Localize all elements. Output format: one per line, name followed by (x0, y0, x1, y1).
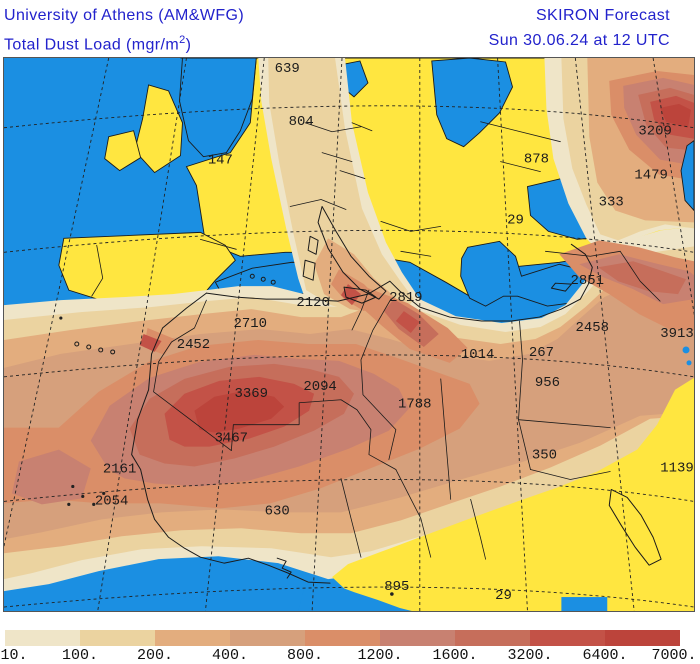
dust-band8-tunisia (395, 311, 420, 334)
north-sea (179, 58, 257, 158)
contour-label: 2819 (389, 290, 422, 306)
corsica-outline (307, 235, 319, 255)
contour-label: 2851 (571, 273, 604, 289)
contour-label: 878 (524, 152, 549, 168)
colorbar-tick: 6400. (582, 647, 628, 664)
dust-map-svg: 639 804 147 3209 878 1479 333 29 2851 2819 2120 271… (4, 58, 694, 611)
country-borders (91, 121, 661, 560)
persian-gulf-tip (682, 346, 690, 354)
colorbar-tick: 10. (0, 647, 28, 664)
sardinia-outline (302, 259, 316, 281)
contour-label: 2054 (95, 493, 128, 509)
madeira-island (59, 316, 63, 320)
dust-band8-morocco (139, 334, 162, 352)
bioko-island (390, 592, 394, 596)
map-labels: 639 804 147 3209 878 1479 333 29 2851 2819 2120 271… (95, 61, 694, 604)
dust-band9-caspian (660, 103, 692, 128)
graticule (4, 58, 694, 611)
header-right: SKIRON Forecast Sun 30.06.24 at 12 UTC (489, 3, 670, 53)
contour-label: 29 (507, 212, 524, 228)
colorbar-segment-2 (80, 630, 155, 646)
baltic-sea (431, 58, 514, 148)
sicily-outline (343, 286, 377, 304)
contour-label: 1139 (660, 461, 693, 477)
contour-label: 2452 (177, 337, 210, 353)
contour-label: 1014 (461, 347, 494, 363)
header: University of Athens (AM&WFG) Total Dust… (0, 0, 700, 57)
org-title: University of Athens (AM&WFG) (4, 7, 245, 24)
colorbar-segment-5 (305, 630, 380, 646)
colorbar-tick: 7000. (651, 647, 697, 664)
contour-label: 1479 (634, 168, 667, 184)
colorbar-segment-3 (155, 630, 230, 646)
caspian-sliver (680, 140, 694, 212)
balearic-islands (249, 273, 276, 285)
coast-north-africa (205, 243, 593, 322)
contour-label: 2120 (296, 295, 329, 311)
red-sea (608, 488, 662, 566)
contour-label: 639 (275, 61, 300, 77)
land-sahel-arabia (332, 377, 694, 611)
colorbar-tick: 800. (286, 647, 324, 664)
colorbar-segment-9 (605, 630, 680, 646)
product-title: Total Dust Load (mgr/m2) (4, 34, 192, 54)
contour-label: 804 (289, 114, 314, 130)
contour-label: 267 (529, 345, 554, 361)
dust-band2-europe-plume (268, 58, 414, 318)
contour-label: 29 (495, 588, 512, 604)
dust-forecast-map: 639 804 147 3209 878 1479 333 29 2851 2819 2120 271… (3, 57, 695, 612)
contour-label: 350 (532, 448, 557, 464)
colorbar-segment-8 (530, 630, 605, 646)
coast-west-africa (131, 292, 331, 584)
contour-label: 2710 (234, 316, 267, 332)
contour-label: 895 (384, 579, 409, 595)
colorbar-segment-7 (455, 630, 530, 646)
contour-label: 147 (208, 153, 233, 169)
contour-label: 3467 (215, 431, 248, 447)
colorbar-tick: 100. (61, 647, 99, 664)
colorbar-segment-4 (230, 630, 305, 646)
cape-verde-islands (67, 484, 106, 506)
dust-band9-sahara (194, 390, 285, 433)
colorbar-segment-6 (380, 630, 455, 646)
contour-label: 630 (265, 503, 290, 519)
land-ireland (104, 130, 142, 172)
dust-band7-middle-east (598, 261, 687, 295)
colorbar-tick: 1200. (357, 647, 403, 664)
contour-label: 956 (535, 375, 560, 391)
colorbar (5, 630, 680, 646)
gulf-of-guinea (298, 581, 412, 611)
coast-italy (317, 205, 387, 300)
dust-band8-sicily (341, 284, 361, 306)
dust-band6-atlantic (11, 449, 91, 505)
contour-label: 3913 (660, 326, 693, 342)
colorbar-tick: 400. (211, 647, 249, 664)
contour-label: 2458 (576, 320, 609, 336)
cyprus-outline (550, 282, 572, 292)
canary-islands (74, 341, 116, 355)
contour-label: 3209 (638, 124, 671, 140)
colorbar-tick: 3200. (507, 647, 553, 664)
contour-label: 2161 (103, 462, 136, 478)
forecast-title: SKIRON Forecast (535, 7, 670, 24)
colorbar-segment-1 (5, 630, 80, 646)
land-uk (134, 84, 183, 174)
contour-label: 3369 (235, 386, 268, 402)
header-left: University of Athens (AM&WFG) Total Dust… (4, 3, 244, 57)
colorbar-tick: 1600. (432, 647, 478, 664)
colorbar-tick: 200. (136, 647, 174, 664)
contour-label: 1788 (398, 397, 431, 413)
contour-label: 2094 (303, 379, 336, 395)
persian-gulf-tip2 (686, 360, 692, 366)
colorbar-ticks: 10. 100. 200. 400. 800. 1200. 1600. 3200. 6400. 7… (0, 647, 700, 664)
lake-chad (276, 557, 292, 579)
bottom-right-water (561, 597, 608, 611)
valid-time: Sun 30.06.24 at 12 UTC (488, 32, 670, 49)
contour-label: 333 (599, 194, 624, 210)
